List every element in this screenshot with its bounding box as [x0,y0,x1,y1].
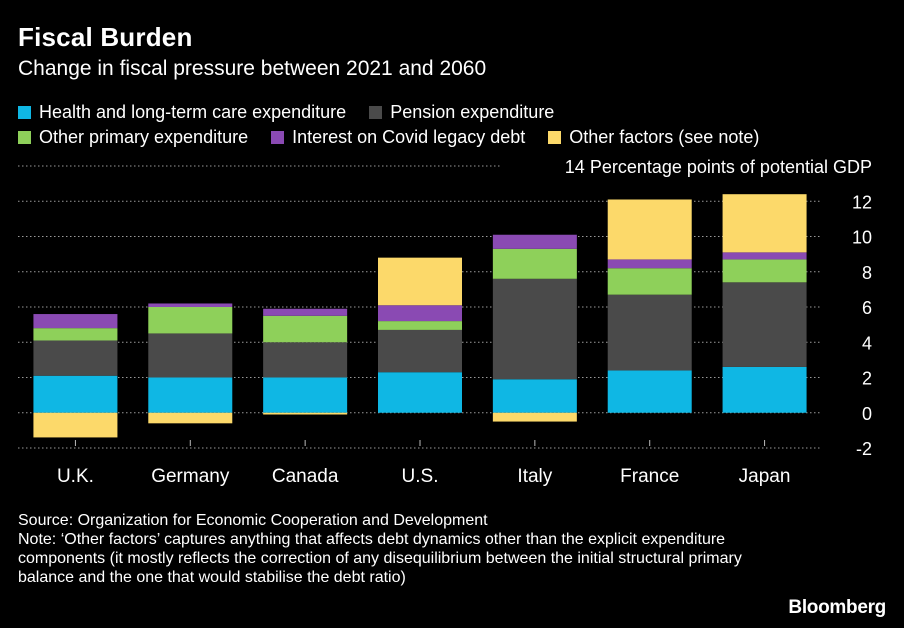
legend-row-2: Other primary expenditure Interest on Co… [18,125,898,150]
bar-italy-series-3 [492,234,577,249]
bar-japan-series-4 [722,194,807,253]
bar-canada-series-0 [263,377,348,413]
bar-us-series-4 [378,257,462,306]
legend-item-pension: Pension expenditure [369,100,554,125]
legend-swatch-health [18,106,31,119]
bar-uk-series-2 [33,328,118,341]
bar-canada-series-4 [263,412,348,415]
legend-swatch-pension [369,106,383,119]
legend-item-covid-interest: Interest on Covid legacy debt [271,125,525,150]
y-tick-label-6: 6 [862,298,872,318]
bar-italy-series-2 [492,248,577,279]
legend-item-other-primary: Other primary expenditure [18,125,248,150]
legend-label-pension: Pension expenditure [390,102,555,122]
chart-subtitle: Change in fiscal pressure between 2021 a… [18,57,487,80]
legend-swatch-other-primary [18,131,31,144]
x-tick-label-italy: Italy [517,466,552,487]
x-tick-label-us: U.S. [402,466,439,487]
bar-us-series-3 [378,305,462,322]
legend-item-health: Health and long-term care expenditure [18,100,346,125]
y-tick-label-14: 14 Percentage points of potential GDP [565,157,872,177]
footnotes: Source: Organization for Economic Cooper… [18,511,778,587]
legend-swatch-covid-interest [271,131,285,144]
x-tick-label-uk: U.K. [57,466,94,487]
legend-row-1: Health and long-term care expenditure Pe… [18,100,898,125]
bar-germany-series-3 [148,303,233,307]
bar-uk-series-3 [33,314,118,329]
bar-france-series-3 [607,259,692,269]
y-tick-label-4: 4 [862,333,872,353]
bar-france-series-0 [607,370,692,413]
source-note: Source: Organization for Economic Cooper… [18,512,488,529]
bar-germany-series-0 [148,377,233,413]
bloomberg-logo: Bloomberg [788,597,886,618]
bar-germany-series-1 [148,333,233,378]
legend-label-other-factors: Other factors (see note) [569,127,760,147]
bar-japan-series-3 [722,252,807,260]
y-tick-label-10: 10 [852,228,872,248]
bar-france-series-1 [607,294,692,371]
bar-italy-series-4 [492,412,577,422]
bar-us-series-1 [378,329,462,373]
bar-france-series-2 [607,268,692,295]
y-tick-label-0: 0 [862,404,872,424]
stacked-bar-chart: -2 0 2 4 6 8 10 12 14 Percentage points of poten… [18,157,872,487]
methodology-note: Note: ‘Other factors’ captures anything … [18,531,742,586]
y-tick-label--2: -2 [856,439,872,459]
bar-france-series-4 [607,199,692,260]
bar-uk-series-4 [33,412,118,438]
x-tick-label-japan: Japan [739,466,791,487]
legend-label-other-primary: Other primary expenditure [39,127,249,147]
legend-label-covid-interest: Interest on Covid legacy debt [292,127,526,147]
legend-swatch-other-factors [548,131,562,144]
x-tick-label-germany: Germany [151,466,230,487]
bar-us-series-2 [378,321,462,330]
bar-italy-series-0 [492,379,577,413]
bar-canada-series-1 [263,342,348,378]
y-tick-label-12: 12 [852,192,872,212]
legend-item-other-factors: Other factors (see note) [548,125,759,150]
bar-germany-series-2 [148,307,233,334]
bar-uk-series-0 [33,375,118,413]
bar-canada-series-2 [263,315,348,343]
bar-germany-series-4 [148,412,233,424]
chart-title: Fiscal Burden [18,22,193,52]
legend-label-health: Health and long-term care expenditure [39,102,347,122]
x-tick-label-france: France [620,466,679,487]
legend: Health and long-term care expenditure Pe… [18,100,898,150]
bar-uk-series-1 [33,340,118,376]
bar-japan-series-2 [722,259,807,283]
x-tick-label-canada: Canada [272,466,339,487]
bar-japan-series-1 [722,282,807,367]
y-tick-label-2: 2 [862,369,872,389]
bar-canada-series-3 [263,308,348,316]
bar-japan-series-0 [722,366,807,413]
y-tick-label-8: 8 [862,263,872,283]
bar-italy-series-1 [492,278,577,380]
bar-us-series-0 [378,372,462,413]
